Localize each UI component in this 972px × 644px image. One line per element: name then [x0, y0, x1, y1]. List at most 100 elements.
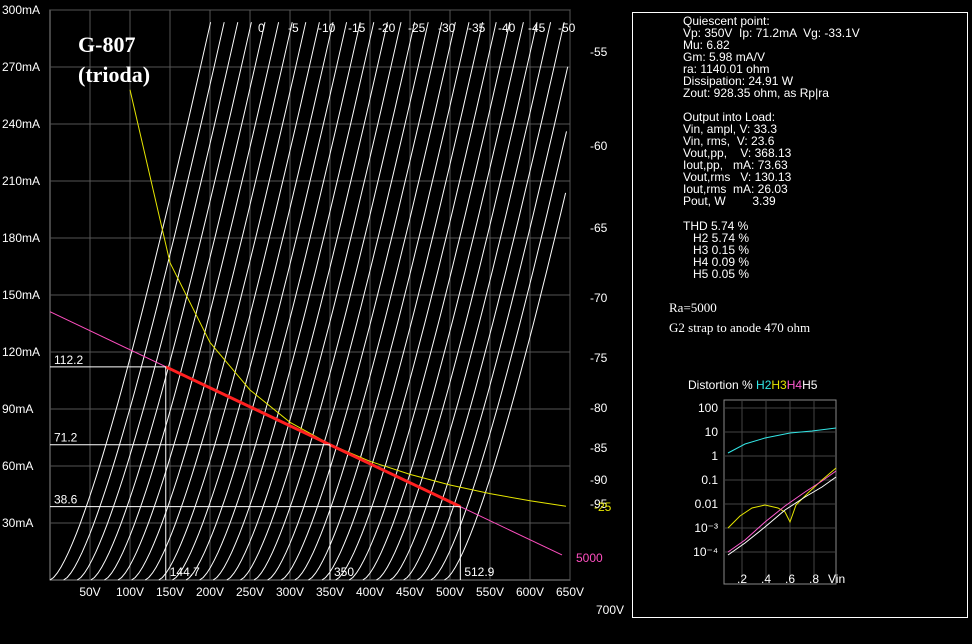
y-tick-label: 240mA [2, 117, 40, 131]
plate-curve [76, 22, 239, 581]
quiescent-line: Vp: 350V Ip: 71.2mA Vg: -33.1V [683, 26, 860, 40]
load-line-and-operating-point: 5000 112.2 144.7 71.2 350 38.6 512.9 [49, 89, 603, 580]
thd-total: THD 5.74 % [683, 219, 749, 233]
plate-curve [280, 22, 443, 581]
plate-curve [240, 22, 402, 581]
quiescent-title: Quiescent point: [683, 14, 770, 28]
vg-label-top: -35 [468, 21, 486, 35]
plate-curve [321, 22, 484, 581]
plate-curve [158, 22, 320, 581]
vg-end-label: -25 [594, 500, 612, 514]
g2-note: G2 strap to anode 470 ohm [669, 320, 811, 335]
swing-ip-label: 71.2 [54, 431, 78, 445]
swing-vp-label: 350 [334, 565, 354, 579]
legend-h5: H5 [802, 378, 818, 392]
ra-value: ra: 1140.01 ohm [683, 62, 770, 76]
vin-ampl: Vin, ampl, V: 33.3 [683, 122, 778, 136]
tube-mode: (trioda) [78, 62, 151, 87]
vg-label-top: -5 [288, 21, 299, 35]
plate-curve [348, 22, 511, 581]
vg-label-right: -60 [590, 139, 608, 153]
vin-rms: Vin, rms, V: 23.6 [683, 134, 775, 148]
dissipation-value: Dissipation: 24.91 W [683, 74, 794, 88]
x-tick-label: 600V [516, 585, 544, 599]
plate-curves [49, 22, 569, 581]
plate-curve [185, 22, 348, 581]
vg-label-top: -30 [438, 21, 456, 35]
plate-curve [403, 22, 565, 581]
x-tick-label: 200V [196, 585, 224, 599]
plate-curve [212, 22, 375, 581]
x-tick-label: 500V [436, 585, 464, 599]
y-tick-label: 180mA [2, 231, 40, 245]
vg-label-right: -85 [590, 441, 608, 455]
vg-label-top: -25 [408, 21, 426, 35]
legend-h3: H3 [771, 378, 787, 392]
gm-value: Gm: 5.98 mA/V [683, 50, 766, 64]
vg-label-right: -95 [590, 497, 608, 511]
x-tick-label: 150V [156, 585, 184, 599]
x-axis-labels: 50V 100V 150V 200V 250V 300V 350V 400V 450V 500V 5… [79, 585, 624, 617]
output-title: Output into Load: [683, 110, 776, 124]
vg-label-right: -75 [590, 351, 608, 365]
thd-h2: H2 5.74 % [683, 231, 750, 245]
vg-label-right: -55 [590, 45, 608, 59]
y-tick-label: 60mA [2, 459, 33, 473]
distortion-title-text: Distortion % [688, 378, 753, 392]
x-tick-label: 50V [79, 585, 100, 599]
vg-label-top: -10 [318, 21, 336, 35]
x-tick-label: 400V [356, 585, 384, 599]
plate-curve [444, 192, 567, 581]
vg-label-top: 0 [258, 21, 265, 35]
plate-curve [430, 131, 567, 581]
y-tick-label: 300mA [2, 3, 40, 17]
vout-pp: Vout,pp, V: 368.13 [683, 146, 792, 160]
y-tick-label: 90mA [2, 402, 33, 416]
x-tick-label: 700V [596, 603, 624, 617]
vout-rms: Vout,rms V: 130.13 [683, 170, 792, 184]
plate-curve [376, 22, 538, 581]
x-tick-label: 300V [276, 585, 304, 599]
thd-h3: H3 0.15 % [683, 243, 750, 257]
plate-curve [131, 22, 293, 581]
load-line-label: 5000 [576, 551, 603, 565]
y-tick-label: 150mA [2, 288, 40, 302]
x-tick-label: 450V [396, 585, 424, 599]
plate-curve [226, 22, 388, 581]
tube-name: G-807 [78, 32, 136, 57]
plate-curve [308, 22, 470, 581]
pout: Pout, W 3.39 [683, 194, 776, 208]
plate-curve [63, 22, 225, 581]
mu-value: Mu: 6.82 [683, 38, 730, 52]
vg-label-top: -20 [378, 21, 396, 35]
plate-curve [416, 66, 569, 581]
info-panel: Quiescent point: Vp: 350V Ip: 71.2mA Vg:… [632, 12, 968, 618]
grid [50, 9, 571, 580]
plate-curve [144, 22, 307, 581]
legend-h2: H2 [756, 378, 772, 392]
x-tick-label: 650V [556, 585, 584, 599]
y-tick-label: 210mA [2, 174, 40, 188]
swing-ip-label: 112.2 [54, 353, 83, 367]
thd-h5: H5 0.05 % [683, 267, 750, 281]
plate-curve [294, 22, 456, 581]
distortion-title: Distortion % H2H3H4H5 [688, 379, 817, 391]
vg-label-right: -70 [590, 291, 608, 305]
vg-label-top: -15 [348, 21, 366, 35]
vg-label-right: -80 [590, 401, 608, 415]
vg-label-right: -65 [590, 221, 608, 235]
plate-curve [104, 22, 266, 581]
plate-curve [49, 22, 212, 581]
plate-curve [117, 22, 280, 581]
plate-curve [199, 22, 361, 581]
zout-value: Zout: 928.35 ohm, as Rp|ra [683, 86, 829, 100]
x-tick-label: 100V [116, 585, 144, 599]
iout-rms: Iout,rms mA: 26.03 [683, 182, 788, 196]
y-tick-label: 120mA [2, 345, 40, 359]
plate-curve [90, 22, 252, 581]
tube-title: G-807 (trioda) [78, 30, 150, 90]
x-tick-label: 550V [476, 585, 504, 599]
plate-curve [389, 22, 552, 581]
y-tick-label: 270mA [2, 60, 40, 74]
